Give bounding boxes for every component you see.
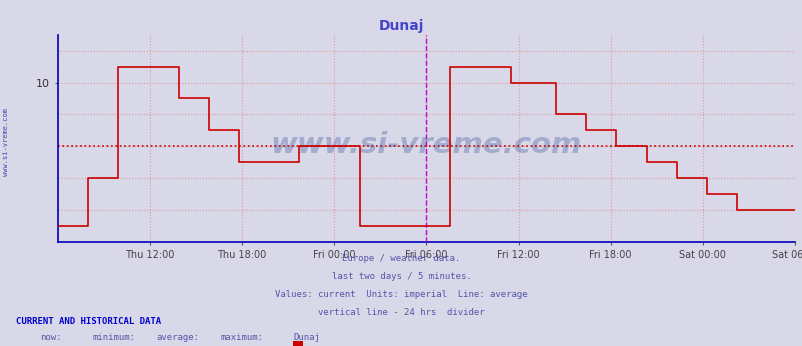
Text: last two days / 5 minutes.: last two days / 5 minutes.: [331, 272, 471, 281]
Text: minimum:: minimum:: [92, 333, 136, 342]
Text: Dunaj: Dunaj: [379, 19, 423, 33]
Text: Europe / weather data.: Europe / weather data.: [342, 254, 460, 263]
Text: Dunaj: Dunaj: [293, 333, 319, 342]
Text: maximum:: maximum:: [221, 333, 264, 342]
Text: average:: average:: [156, 333, 200, 342]
Text: now:: now:: [40, 333, 62, 342]
Text: www.si-vreme.com: www.si-vreme.com: [270, 131, 581, 158]
Text: www.si-vreme.com: www.si-vreme.com: [3, 108, 10, 176]
Text: CURRENT AND HISTORICAL DATA: CURRENT AND HISTORICAL DATA: [16, 317, 161, 326]
Text: Values: current  Units: imperial  Line: average: Values: current Units: imperial Line: av…: [275, 290, 527, 299]
Text: vertical line - 24 hrs  divider: vertical line - 24 hrs divider: [318, 308, 484, 317]
